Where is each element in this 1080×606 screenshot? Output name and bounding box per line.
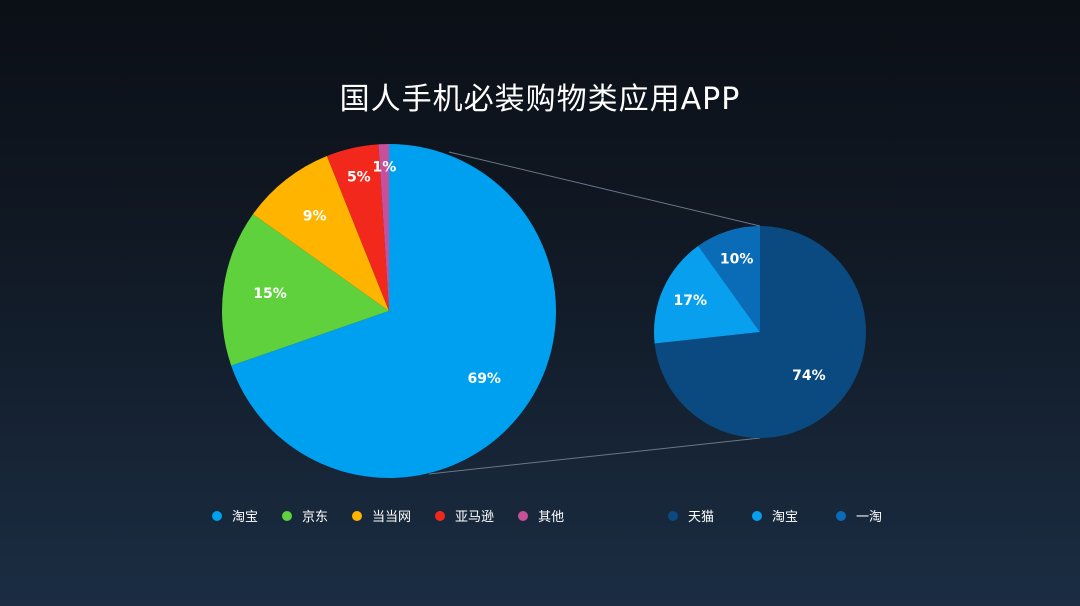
legend-marker	[668, 510, 678, 521]
legend-label: 淘宝	[772, 510, 799, 525]
slice-label: 1%	[373, 159, 397, 175]
legend-marker	[352, 510, 363, 521]
pie-slice	[231, 144, 557, 479]
slice-label: 15%	[253, 286, 287, 302]
pie-slice	[252, 155, 389, 311]
legend-label: 亚马逊	[455, 510, 495, 525]
slice-label: 10%	[720, 251, 754, 267]
legend-label: 天猫	[688, 510, 715, 525]
pie-slice	[654, 245, 760, 344]
legend-label: 其他	[538, 510, 565, 525]
legend-label: 当当网	[372, 510, 412, 525]
legend-item: 其他	[518, 506, 564, 525]
legend-marker	[518, 510, 529, 521]
pie-slice	[698, 226, 760, 332]
pie-slice	[654, 226, 866, 439]
connector-line	[448, 151, 761, 227]
legend-label: 京东	[302, 510, 329, 525]
legend-item: 天猫	[668, 506, 714, 525]
slice-label: 5%	[347, 169, 371, 185]
slice-label: 9%	[303, 208, 327, 224]
legend-item: 一淘	[836, 506, 882, 525]
legend-marker	[212, 510, 222, 521]
legend-marker	[435, 510, 446, 521]
slice-label: 17%	[674, 293, 708, 309]
zoom-connector-lines	[428, 151, 761, 475]
detail-pie-legend: 天猫 淘宝 一淘	[668, 506, 920, 525]
legend-label: 淘宝	[232, 510, 259, 525]
legend-item: 当当网	[352, 506, 411, 525]
slice-label: 74%	[792, 368, 826, 384]
pie-slice	[222, 214, 389, 366]
chart-title: 国人手机必装购物类应用APP	[339, 82, 741, 117]
legend-item: 亚马逊	[435, 506, 494, 525]
legend-label: 一淘	[856, 510, 883, 525]
legend-marker	[752, 510, 763, 521]
slice-label: 69%	[467, 371, 501, 387]
pie-slice	[378, 144, 389, 311]
legend-item: 淘宝	[212, 506, 258, 525]
detail-pie-chart: 74% 17% 10%	[654, 226, 866, 439]
legend-item: 淘宝	[752, 506, 798, 525]
main-pie-legend: 淘宝 京东 当当网 亚马逊 其他	[212, 506, 588, 525]
legend-marker	[836, 510, 847, 521]
legend-marker	[282, 510, 293, 521]
connector-line	[428, 437, 761, 475]
legend-item: 京东	[282, 506, 328, 525]
pie-slice	[326, 144, 389, 311]
main-pie-chart: 69% 15% 9% 5%1%	[222, 144, 557, 479]
